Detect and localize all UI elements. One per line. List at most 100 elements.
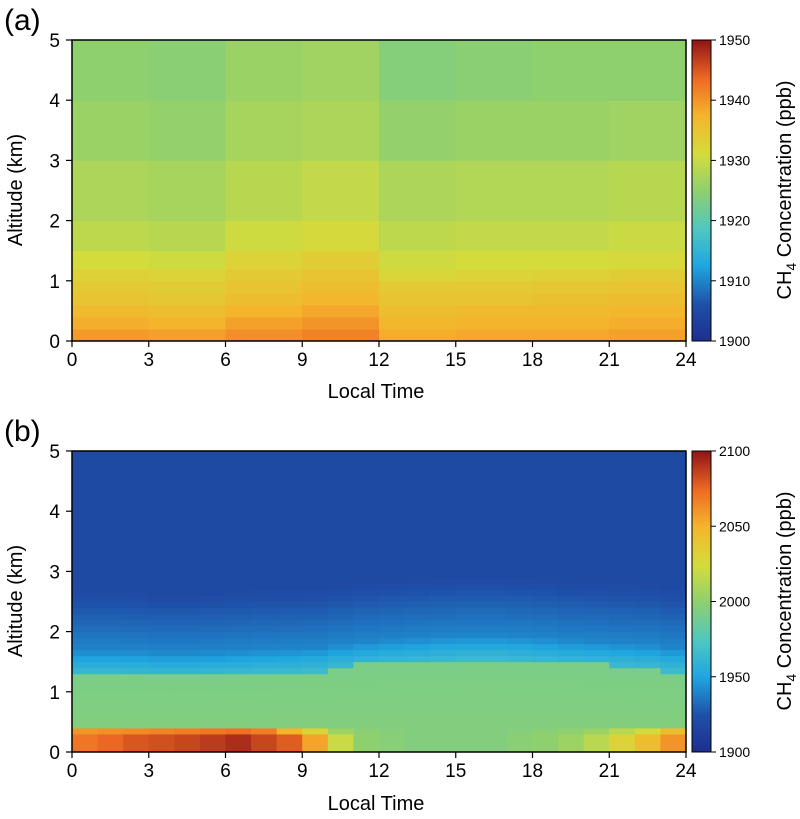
heatmap-cell	[353, 559, 380, 566]
heatmap-cell	[302, 523, 329, 530]
heatmap-cell	[225, 637, 252, 645]
heatmap-cell	[532, 661, 559, 669]
heatmap-cell	[506, 721, 533, 729]
heatmap-cell	[276, 619, 303, 627]
heatmap-cell	[72, 511, 99, 518]
heatmap-cell	[583, 571, 610, 578]
heatmap-cell	[353, 643, 380, 651]
heatmap-cell	[199, 481, 226, 488]
heatmap-cell	[353, 637, 380, 645]
heatmap-cell	[148, 685, 175, 693]
heatmap-cell	[199, 631, 226, 639]
heatmap-cell	[455, 451, 482, 458]
heatmap-cell	[123, 673, 150, 681]
heatmap-cell	[148, 625, 175, 633]
heatmap-cell	[251, 565, 278, 572]
heatmap-cell	[532, 451, 559, 458]
heatmap-cell	[97, 559, 124, 566]
heatmap-cell	[302, 601, 329, 609]
heatmap-cell	[558, 667, 585, 675]
heatmap-cell	[609, 637, 636, 645]
heatmap-cell	[302, 571, 329, 578]
heatmap-cell	[583, 589, 610, 596]
heatmap-cell	[302, 733, 329, 753]
panel-a-colorbar	[691, 39, 712, 342]
heatmap-cell	[251, 517, 278, 524]
heatmap-cell	[609, 40, 687, 101]
heatmap-cell	[455, 679, 482, 687]
heatmap-cell	[72, 268, 150, 282]
heatmap-cell	[225, 583, 252, 590]
heatmap-cell	[379, 571, 406, 578]
heatmap-cell	[609, 250, 687, 270]
y-tick-label: 5	[49, 31, 60, 52]
heatmap-cell	[583, 505, 610, 512]
heatmap-cell	[532, 487, 559, 494]
heatmap-cell	[123, 475, 150, 482]
heatmap-cell	[506, 709, 533, 717]
heatmap-cell	[404, 559, 431, 566]
heatmap-cell	[174, 463, 201, 470]
heatmap-cell	[660, 499, 687, 506]
heatmap-cell	[353, 697, 380, 705]
heatmap-cell	[583, 457, 610, 464]
heatmap-cell	[148, 679, 175, 687]
heatmap-cell	[558, 481, 585, 488]
heatmap-cell	[634, 487, 661, 494]
heatmap-cell	[430, 487, 457, 494]
heatmap-cell	[532, 304, 610, 318]
heatmap-cell	[481, 547, 508, 554]
heatmap-cell	[506, 727, 533, 735]
heatmap-cell	[327, 565, 354, 572]
heatmap-cell	[379, 292, 457, 306]
heatmap-cell	[583, 541, 610, 548]
heatmap-cell	[609, 613, 636, 621]
heatmap-cell	[430, 505, 457, 512]
heatmap-cell	[276, 673, 303, 681]
heatmap-cell	[532, 517, 559, 524]
heatmap-cell	[72, 625, 99, 633]
heatmap-cell	[225, 565, 252, 572]
heatmap-cell	[634, 703, 661, 711]
heatmap-cell	[455, 709, 482, 717]
heatmap-cell	[199, 523, 226, 530]
heatmap-cell	[404, 655, 431, 663]
heatmap-cell	[481, 625, 508, 633]
heatmap-cell	[481, 553, 508, 560]
heatmap-cell	[583, 487, 610, 494]
heatmap-cell	[532, 469, 559, 476]
heatmap-cell	[583, 481, 610, 488]
heatmap-cell	[199, 649, 226, 657]
heatmap-cell	[609, 517, 636, 524]
heatmap-cell	[506, 583, 533, 590]
heatmap-cell	[72, 541, 99, 548]
heatmap-cell	[455, 541, 482, 548]
heatmap-cell	[148, 553, 175, 560]
heatmap-cell	[558, 625, 585, 633]
heatmap-cell	[72, 517, 99, 524]
heatmap-cell	[481, 505, 508, 512]
heatmap-cell	[379, 697, 406, 705]
heatmap-cell	[430, 583, 457, 590]
heatmap-cell	[251, 481, 278, 488]
heatmap-cell	[634, 523, 661, 530]
heatmap-cell	[302, 565, 329, 572]
heatmap-cell	[225, 625, 252, 633]
heatmap-cell	[123, 715, 150, 723]
heatmap-cell	[148, 250, 226, 270]
heatmap-cell	[148, 715, 175, 723]
heatmap-cell	[532, 703, 559, 711]
heatmap-cell	[327, 667, 354, 675]
heatmap-cell	[404, 727, 431, 735]
heatmap-cell	[276, 703, 303, 711]
heatmap-cell	[97, 733, 124, 753]
heatmap-cell	[481, 661, 508, 669]
heatmap-cell	[430, 535, 457, 542]
heatmap-cell	[558, 541, 585, 548]
heatmap-cell	[72, 589, 99, 596]
heatmap-cell	[634, 499, 661, 506]
heatmap-cell	[404, 643, 431, 651]
panel-b-colorbar-ticks: 1900 1950 2000 2050 2100	[711, 443, 750, 760]
heatmap-cell	[634, 547, 661, 554]
heatmap-cell	[225, 220, 303, 252]
